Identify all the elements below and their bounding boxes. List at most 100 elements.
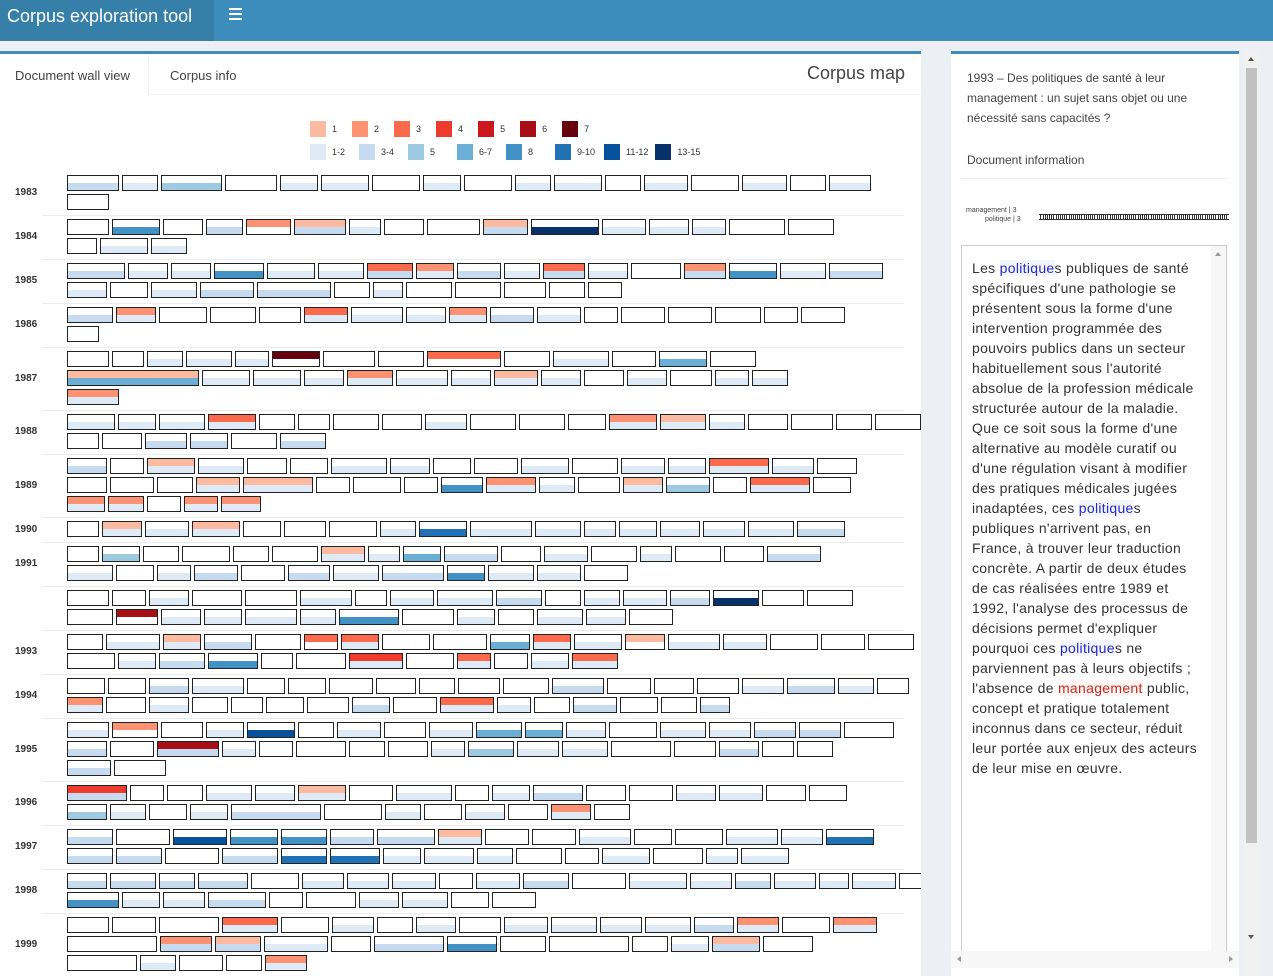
document-tile[interactable] [813,477,851,493]
document-tile[interactable] [875,414,921,430]
document-tile[interactable] [531,219,599,235]
document-tile[interactable] [67,477,107,493]
document-tile[interactable] [455,282,501,298]
document-tile[interactable] [388,741,428,757]
document-tile[interactable] [210,307,256,323]
document-tile[interactable] [852,873,896,889]
document-tile[interactable] [67,282,107,298]
document-tile[interactable] [458,678,500,694]
document-tile[interactable] [384,219,424,235]
page-scrollbar[interactable] [1243,51,1260,976]
document-tile[interactable] [67,458,107,474]
document-tile[interactable] [423,175,461,191]
document-tile[interactable] [533,785,583,801]
document-tile[interactable] [182,546,230,562]
document-tile[interactable] [67,634,103,650]
document-tile[interactable] [504,263,540,279]
document-tile[interactable] [476,873,520,889]
document-tile[interactable] [374,936,444,952]
document-tile[interactable] [492,785,530,801]
document-tile[interactable] [504,917,548,933]
document-tile[interactable] [748,414,788,430]
document-tile[interactable] [591,546,637,562]
document-tile[interactable] [565,848,599,864]
document-tile[interactable] [719,785,763,801]
document-tile[interactable] [578,477,620,493]
document-tile[interactable] [447,565,485,581]
document-tile[interactable] [198,873,248,889]
document-tile[interactable] [584,590,620,606]
document-tile[interactable] [449,307,487,323]
document-tile[interactable] [535,521,581,537]
document-tile[interactable] [671,936,709,952]
document-tile[interactable] [634,829,672,845]
document-tile[interactable] [161,722,203,738]
document-tile[interactable] [877,678,909,694]
document-tile[interactable] [552,678,604,694]
document-tile[interactable] [438,829,482,845]
document-tile[interactable] [143,546,179,562]
document-tile[interactable] [330,829,374,845]
menu-toggle-icon[interactable] [229,8,242,20]
document-tile[interactable] [494,653,528,669]
document-tile[interactable] [332,917,374,933]
document-tile[interactable] [267,263,315,279]
document-tile[interactable] [128,263,168,279]
document-tile[interactable] [419,678,455,694]
document-tile[interactable] [349,653,403,669]
document-tile[interactable] [300,590,352,606]
document-tile[interactable] [171,263,211,279]
document-tile[interactable] [406,282,452,298]
document-tile[interactable] [611,741,671,757]
document-tile[interactable] [809,785,847,801]
document-tile[interactable] [724,546,764,562]
document-tile[interactable] [519,414,565,430]
document-tile[interactable] [439,873,473,889]
document-tile[interactable] [206,722,244,738]
document-tile[interactable] [157,565,191,581]
document-tile[interactable] [490,307,534,323]
document-tile[interactable] [302,873,344,889]
document-tile[interactable] [553,351,609,367]
document-tile[interactable] [819,873,849,889]
document-tile[interactable] [573,697,617,713]
document-tile[interactable] [579,829,631,845]
document-tile[interactable] [261,653,293,669]
document-tile[interactable] [715,307,761,323]
document-tile[interactable] [799,722,841,738]
document-tile[interactable] [588,282,622,298]
document-tile[interactable] [281,917,329,933]
document-tile[interactable] [100,238,148,254]
document-tile[interactable] [451,892,489,908]
document-tile[interactable] [660,521,700,537]
document-tile[interactable] [645,917,691,933]
document-tile[interactable] [485,829,529,845]
document-tile[interactable] [259,307,301,323]
document-tile[interactable] [508,804,548,820]
document-tile[interactable] [382,414,422,430]
document-tile[interactable] [470,521,532,537]
document-tile[interactable] [537,609,583,625]
document-tile[interactable] [584,565,628,581]
document-tile[interactable] [272,351,320,367]
document-tile[interactable] [750,477,810,493]
document-tile[interactable] [549,282,585,298]
document-tile[interactable] [163,634,201,650]
document-tile[interactable] [404,477,438,493]
document-tile[interactable] [719,741,759,757]
document-tile[interactable] [161,609,201,625]
document-tile[interactable] [844,722,894,738]
document-tile[interactable] [112,917,156,933]
document-tile[interactable] [215,936,261,952]
document-tile[interactable] [393,697,437,713]
document-tile[interactable] [67,722,109,738]
document-tile[interactable] [110,458,144,474]
document-tile[interactable] [605,175,641,191]
document-tile[interactable] [788,219,834,235]
document-tile[interactable] [791,414,833,430]
document-tile[interactable] [690,873,732,889]
document-tile[interactable] [230,829,278,845]
document-tile[interactable] [797,521,845,537]
document-tile[interactable] [762,741,794,757]
document-tile[interactable] [390,590,434,606]
